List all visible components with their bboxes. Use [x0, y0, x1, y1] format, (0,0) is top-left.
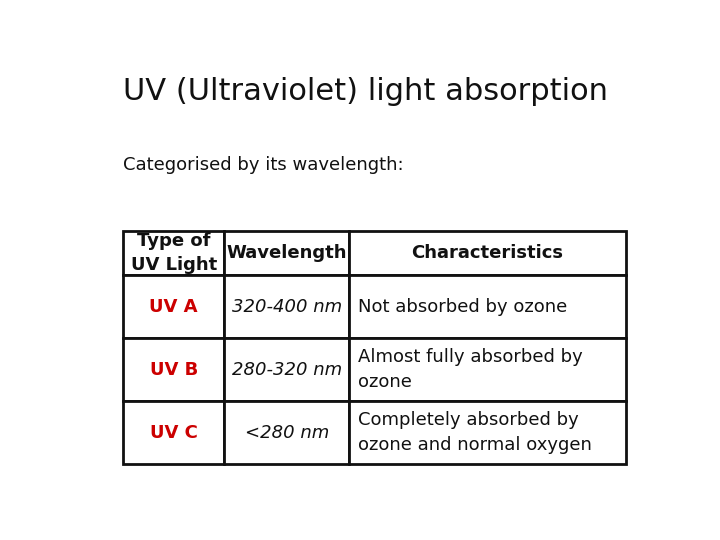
Text: Completely absorbed by
ozone and normal oxygen: Completely absorbed by ozone and normal … — [358, 411, 592, 454]
Bar — [224, 338, 349, 401]
Bar — [349, 275, 626, 338]
Text: 280-320 nm: 280-320 nm — [232, 361, 342, 379]
Text: <280 nm: <280 nm — [245, 423, 329, 442]
Bar — [224, 401, 349, 464]
Text: Categorised by its wavelength:: Categorised by its wavelength: — [124, 156, 404, 174]
Bar — [124, 275, 224, 338]
Bar — [349, 401, 626, 464]
Text: UV A: UV A — [150, 298, 198, 316]
Text: UV B: UV B — [150, 361, 198, 379]
Text: Type of
UV Light: Type of UV Light — [130, 232, 217, 274]
Text: Wavelength: Wavelength — [227, 244, 347, 262]
Text: Characteristics: Characteristics — [412, 244, 564, 262]
Bar — [124, 338, 224, 401]
Bar — [349, 231, 626, 275]
Bar — [124, 401, 224, 464]
Bar — [124, 231, 224, 275]
Text: UV (Ultraviolet) light absorption: UV (Ultraviolet) light absorption — [124, 77, 608, 106]
Bar — [224, 275, 349, 338]
Text: Not absorbed by ozone: Not absorbed by ozone — [358, 298, 567, 316]
Bar — [349, 338, 626, 401]
Text: UV C: UV C — [150, 423, 197, 442]
Text: Almost fully absorbed by
ozone: Almost fully absorbed by ozone — [358, 348, 582, 391]
Bar — [224, 231, 349, 275]
Text: 320-400 nm: 320-400 nm — [232, 298, 342, 316]
